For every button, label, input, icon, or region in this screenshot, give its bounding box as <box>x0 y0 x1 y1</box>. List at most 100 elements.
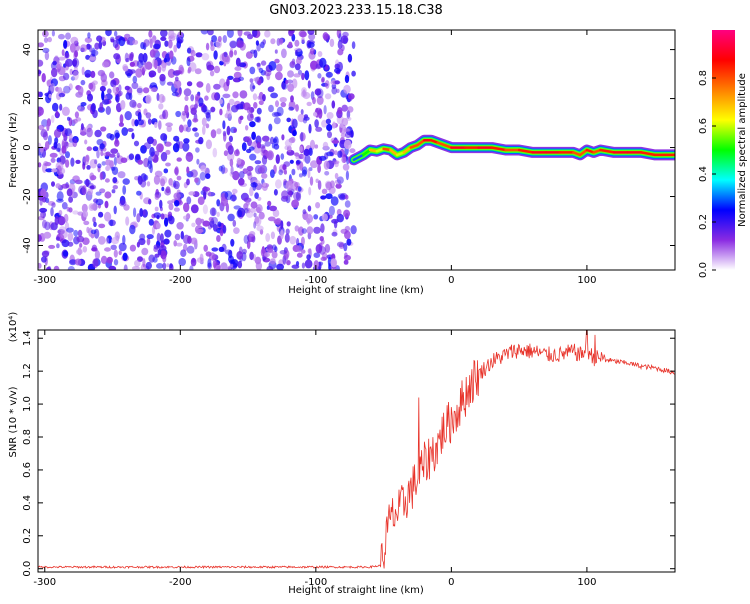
noise-blob <box>210 44 215 52</box>
noise-blob <box>236 103 244 110</box>
noise-blob <box>252 30 258 38</box>
noise-blob <box>94 129 102 138</box>
noise-blob <box>105 165 110 172</box>
y-tick-label: 0.4 <box>22 495 33 511</box>
noise-blob <box>297 113 306 123</box>
noise-blob <box>301 262 305 269</box>
noise-blob <box>113 53 121 60</box>
noise-blob <box>338 33 342 42</box>
noise-blob <box>206 64 215 71</box>
noise-blob <box>96 35 103 42</box>
noise-blob <box>290 95 294 103</box>
noise-blob <box>163 168 169 174</box>
noise-blob <box>55 110 59 117</box>
noise-blob <box>92 146 99 152</box>
noise-blob <box>308 186 312 196</box>
noise-blob <box>325 181 333 191</box>
noise-blob <box>154 59 158 70</box>
noise-blob <box>351 41 356 49</box>
noise-blob <box>325 71 333 78</box>
noise-blob <box>252 85 256 90</box>
noise-blob <box>137 159 144 165</box>
noise-blob <box>160 30 168 38</box>
noise-blob <box>141 247 149 256</box>
noise-blob <box>194 132 200 138</box>
noise-blob <box>334 80 340 85</box>
noise-blob <box>149 146 155 157</box>
noise-blob <box>148 70 157 78</box>
noise-blob <box>303 148 310 156</box>
noise-blob <box>309 139 316 150</box>
noise-blob <box>65 58 73 67</box>
noise-blob <box>307 168 311 179</box>
noise-blob <box>302 91 311 100</box>
noise-blob <box>39 207 48 213</box>
noise-blob <box>225 249 233 255</box>
noise-blob <box>296 252 303 258</box>
noise-blob <box>286 260 291 266</box>
noise-blob <box>267 86 275 93</box>
noise-blob <box>45 168 53 173</box>
noise-blob <box>291 118 298 129</box>
noise-blob <box>269 136 275 145</box>
noise-blob <box>87 188 94 196</box>
noise-blob <box>211 92 218 101</box>
noise-blob <box>156 263 164 269</box>
noise-blob <box>39 212 44 219</box>
noise-blob <box>299 145 303 153</box>
noise-blob <box>185 152 194 162</box>
noise-blob <box>52 60 57 66</box>
noise-blob <box>233 149 240 157</box>
noise-blob <box>90 184 97 190</box>
noise-blob <box>80 102 87 107</box>
noise-blob <box>114 129 120 140</box>
noise-blob <box>220 164 226 175</box>
noise-blob <box>164 229 172 238</box>
noise-blob <box>209 70 215 77</box>
noise-blob <box>298 30 307 38</box>
noise-blob <box>294 225 300 232</box>
noise-blob <box>72 175 80 182</box>
noise-blob <box>158 245 167 252</box>
noise-blob <box>200 30 209 35</box>
noise-blob <box>62 72 70 81</box>
noise-blob <box>343 242 348 252</box>
y-tick-label: 40 <box>22 43 33 56</box>
noise-blob <box>272 209 280 218</box>
noise-blob <box>313 214 319 220</box>
noise-blob <box>186 81 193 87</box>
noise-blob <box>232 91 239 99</box>
noise-blob <box>154 206 159 212</box>
noise-blob <box>226 30 234 38</box>
noise-blob <box>229 171 234 177</box>
noise-blob <box>53 141 58 149</box>
noise-blob <box>331 139 340 144</box>
noise-blob <box>343 259 349 265</box>
noise-blob <box>174 200 180 207</box>
noise-blob <box>248 146 255 151</box>
noise-blob <box>85 178 90 187</box>
noise-blob <box>283 169 287 175</box>
noise-blob <box>243 234 249 244</box>
noise-blob <box>275 179 282 189</box>
noise-blob <box>188 191 196 196</box>
noise-blob <box>58 33 65 40</box>
noise-blob <box>129 244 136 252</box>
noise-blob <box>88 82 94 90</box>
noise-blob <box>65 151 70 159</box>
noise-blob <box>196 257 205 263</box>
noise-blob <box>76 235 85 243</box>
noise-blob <box>159 233 164 243</box>
noise-blob <box>198 97 204 107</box>
noise-blob <box>99 85 106 92</box>
noise-blob <box>229 259 236 265</box>
noise-blob <box>223 150 229 157</box>
noise-blob <box>86 165 91 170</box>
noise-blob <box>178 124 184 133</box>
noise-blob <box>94 42 100 50</box>
noise-blob <box>295 159 302 165</box>
noise-blob <box>323 160 330 170</box>
noise-blob <box>243 197 252 203</box>
noise-blob <box>170 33 177 38</box>
noise-blob <box>309 47 315 55</box>
